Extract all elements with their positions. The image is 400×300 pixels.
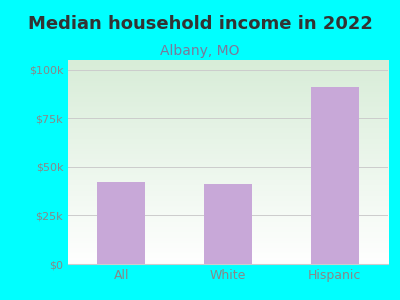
Text: Median household income in 2022: Median household income in 2022 — [28, 15, 372, 33]
Bar — [204, 184, 252, 264]
Text: Albany, MO: Albany, MO — [160, 44, 240, 58]
Bar — [311, 87, 359, 264]
Bar — [97, 182, 145, 264]
